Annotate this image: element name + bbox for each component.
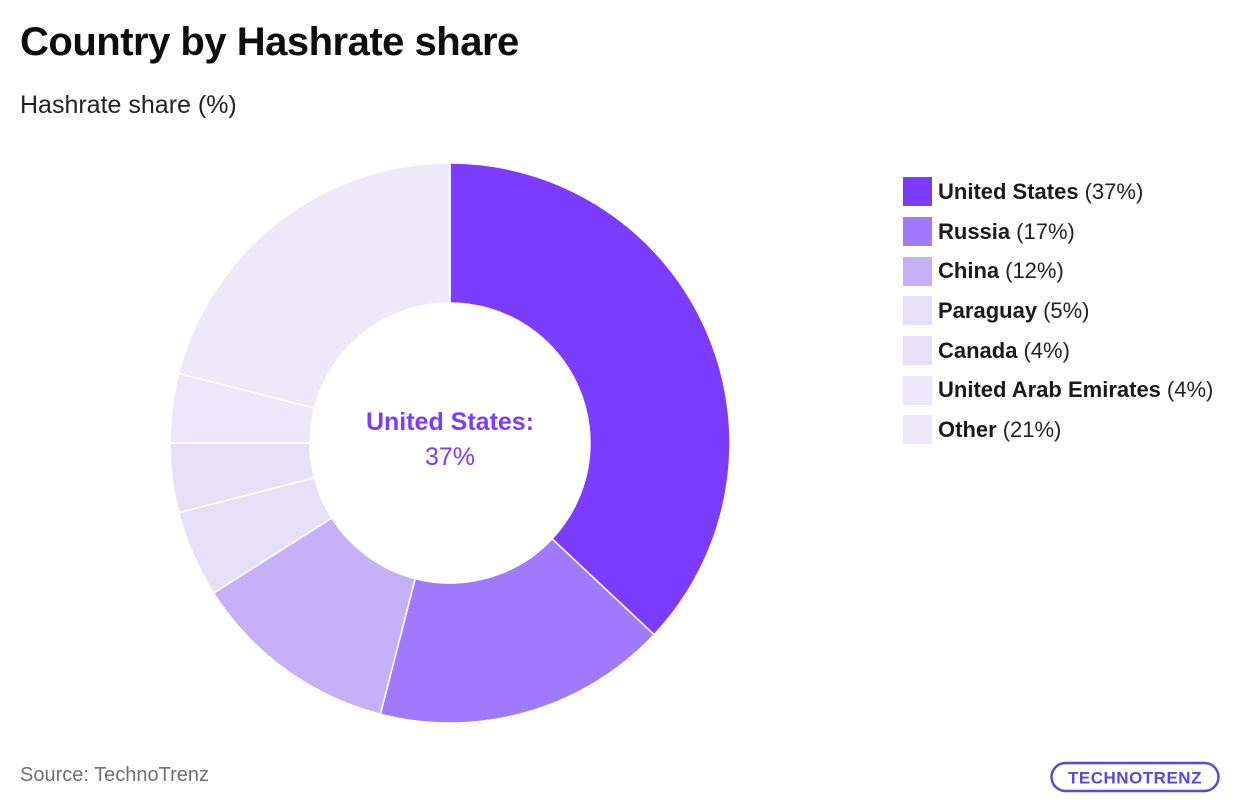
logo-text: TECHNOTRENZ	[1068, 769, 1202, 788]
legend-swatch	[903, 336, 932, 366]
center-label-value: 37%	[424, 443, 476, 471]
legend-swatch	[903, 415, 932, 445]
legend-value: (5%)	[1043, 297, 1090, 323]
legend-value: (17%)	[1016, 218, 1075, 244]
legend-swatch	[903, 375, 932, 405]
donut-center-label: United States: 37%	[300, 408, 600, 472]
legend-value: (4%)	[1023, 337, 1070, 363]
legend-swatch	[903, 177, 932, 207]
legend-value: (12%)	[1005, 258, 1064, 284]
legend-item-paraguay[interactable]: Paraguay (5%)	[903, 291, 1213, 331]
legend-item-russia[interactable]: Russia (17%)	[903, 212, 1213, 252]
legend-label: United States	[938, 178, 1079, 204]
technotrenz-logo[interactable]: TECHNOTRENZ	[1050, 761, 1220, 793]
donut-slice-china[interactable]	[212, 516, 417, 716]
legend-label: China	[938, 258, 1000, 284]
legend-label: Canada	[938, 337, 1018, 363]
legend-item-canada[interactable]: Canada (4%)	[903, 331, 1213, 371]
legend-value: (4%)	[1166, 377, 1214, 403]
source-note: Source: TechnoTrenz	[20, 764, 209, 786]
center-label-name: United States:	[365, 408, 535, 436]
donut-slice-other[interactable]	[177, 162, 451, 410]
chart-title: Country by Hashrate share	[20, 20, 519, 64]
legend-swatch	[903, 217, 932, 247]
legend-label: Other	[938, 416, 997, 442]
legend-item-united-states[interactable]: United States (37%)	[903, 172, 1213, 212]
chart-subtitle: Hashrate share (%)	[20, 91, 237, 119]
legend-swatch	[903, 296, 932, 326]
donut-slices	[169, 162, 731, 724]
legend-swatch	[903, 256, 932, 286]
legend-item-other[interactable]: Other (21%)	[903, 410, 1213, 450]
legend-label: United Arab Emirates	[938, 377, 1161, 403]
legend-item-china[interactable]: China (12%)	[903, 251, 1213, 291]
legend-item-united-arab-emirates[interactable]: United Arab Emirates (4%)	[903, 370, 1213, 410]
legend-value: (37%)	[1084, 178, 1144, 204]
chart-legend: United States (37%) Russia (17%) China (…	[903, 172, 1213, 450]
donut-slice-united-states[interactable]	[449, 162, 731, 636]
donut-slice-russia[interactable]	[379, 537, 656, 724]
legend-value: (21%)	[1002, 416, 1062, 442]
legend-label: Russia	[938, 218, 1011, 244]
legend-label: Paraguay	[938, 297, 1038, 323]
donut-chart	[169, 162, 731, 724]
